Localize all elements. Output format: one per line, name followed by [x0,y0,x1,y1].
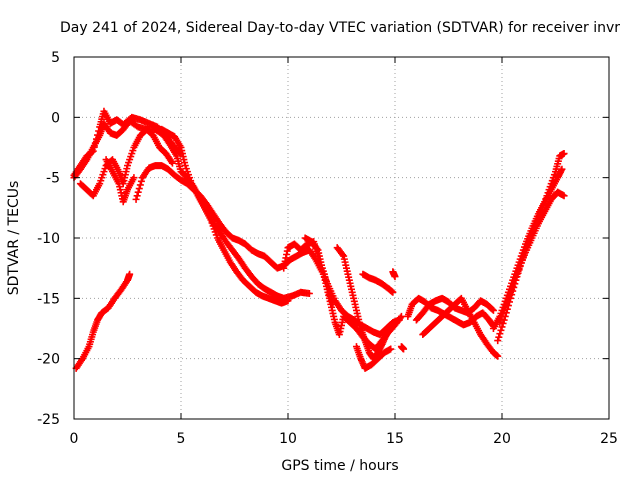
series-track-m [397,343,408,353]
data-point [494,352,502,360]
series-track-g [72,270,134,372]
data-point [284,297,292,305]
data-point [397,312,405,320]
y-tick-label: 5 [51,50,60,66]
y-tick-label: 0 [51,110,60,126]
data-point [494,337,502,345]
data-point [389,288,397,296]
series-track-a [70,117,313,302]
series-track-b [70,107,185,179]
series-track-f [151,125,292,307]
x-tick-label: 15 [386,431,404,447]
y-tick-label: -15 [37,291,60,307]
series-track-t [496,188,568,326]
data-point [130,174,138,182]
data-point [313,245,321,253]
grid-lines [74,57,609,419]
y-axis-label: SDTVAR / TECUs [6,181,22,296]
data-point [134,188,142,196]
data-point [137,177,145,185]
x-tick-label: 20 [493,431,511,447]
data-point [387,345,395,353]
series-track-d [102,156,138,206]
chart-title: Day 241 of 2024, Sidereal Day-to-day VTE… [60,20,620,36]
x-tick-label: 10 [279,431,297,447]
data-point [133,192,141,200]
data-point [94,131,102,139]
series-track-k [352,343,395,372]
data-point [135,185,143,193]
data-point [92,135,100,143]
series-track-q [419,294,502,360]
data-point [495,333,503,341]
data-point [400,345,408,353]
data-point [95,127,103,135]
y-tick-label: -20 [37,352,60,368]
series-track-n [389,268,399,281]
data-point [88,148,96,156]
data-point [488,305,496,313]
data-point [499,319,507,327]
x-tick-label: 5 [177,431,186,447]
data-point [136,181,144,189]
x-tick-label: 0 [70,431,79,447]
y-tick-label: -25 [37,412,60,428]
data-point [89,147,97,155]
data-point [560,192,568,200]
data-point [497,326,505,334]
data-point [339,251,347,259]
data-point [391,273,399,281]
tick-labels: 0 5 10 15 20 25 -25 -20 -15 -10 -5 0 5 [37,50,618,447]
data-point [489,306,497,314]
data-point [496,330,504,338]
x-tick-label: 25 [600,431,618,447]
data-point [132,195,140,203]
y-tick-label: -5 [46,171,60,187]
data-point [305,290,313,298]
y-tick-label: -10 [37,231,60,247]
data-point [396,314,404,322]
data-point [91,139,99,147]
data-point [90,143,98,151]
series-track-p [412,294,497,324]
data-point [387,321,395,329]
x-axis-label: GPS time / hours [281,458,398,474]
data-points [70,107,568,372]
data-point [498,323,506,331]
data-point [126,270,134,278]
series-track-l [359,270,397,296]
series-track-j [333,244,395,363]
data-point [168,159,176,167]
series-track-e [132,162,403,339]
axis-ticks [73,56,610,420]
data-point [560,150,568,158]
